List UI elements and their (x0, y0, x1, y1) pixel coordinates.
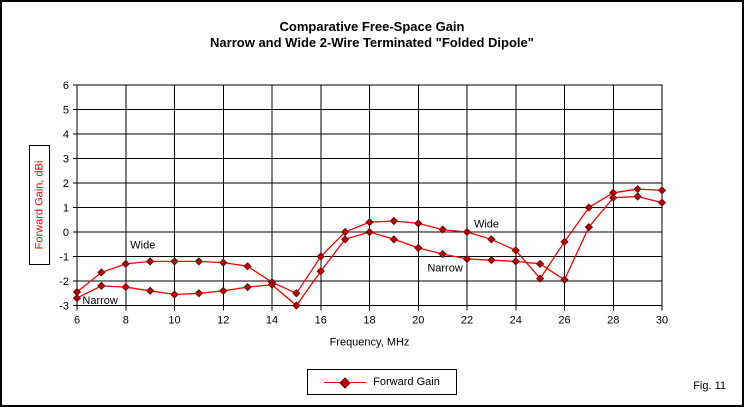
y-axis-title-box: Forward Gain, dBi (29, 145, 50, 265)
svg-text:10: 10 (168, 315, 180, 327)
data-point-marker (584, 222, 593, 232)
x-tick-labels: 6 8 10 12 14 16 18 20 22 24 26 28 30 (74, 315, 668, 327)
data-point-marker (511, 257, 520, 266)
gridlines (76, 84, 663, 306)
data-point-marker (560, 237, 569, 246)
data-point-marker (560, 275, 569, 284)
chart-title-line2: Narrow and Wide 2-Wire Terminated "Folde… (210, 35, 534, 50)
data-point-marker (438, 249, 447, 259)
svg-text:20: 20 (412, 315, 424, 327)
svg-text:-3: -3 (59, 301, 69, 313)
svg-text:5: 5 (63, 105, 69, 117)
data-point-marker (292, 301, 301, 310)
svg-text:26: 26 (558, 315, 570, 327)
data-point-marker (584, 203, 593, 212)
data-point-marker (462, 254, 472, 264)
svg-text:3: 3 (63, 154, 69, 166)
data-point-marker (536, 259, 545, 268)
data-point-marker (97, 268, 106, 277)
svg-text:0: 0 (63, 227, 69, 239)
legend-line-sample (324, 376, 367, 389)
data-point-marker (414, 219, 423, 228)
data-point-marker (389, 216, 398, 226)
data-point-marker (341, 235, 350, 244)
svg-text:6: 6 (74, 315, 80, 327)
curve-label-narrow-3: Narrow (427, 263, 463, 275)
svg-text:28: 28 (607, 315, 619, 327)
data-point-marker (146, 257, 155, 266)
svg-text:4: 4 (63, 129, 69, 141)
data-point-marker (72, 294, 82, 303)
data-point-marker (316, 252, 325, 261)
svg-text:18: 18 (363, 315, 375, 327)
data-point-marker (438, 225, 447, 234)
svg-text:-1: -1 (59, 252, 69, 264)
chart-title: Comparative Free-Space Gain Narrow and W… (2, 19, 742, 51)
data-point-marker (219, 258, 228, 267)
data-point-marker (389, 235, 398, 244)
data-point-marker (267, 280, 277, 289)
data-point-marker (170, 257, 179, 266)
data-point-marker (487, 235, 496, 244)
figure-number: Fig. 11 (693, 380, 726, 392)
data-point-marker (657, 198, 667, 207)
svg-text:8: 8 (123, 315, 129, 327)
data-point-marker (243, 283, 252, 292)
data-point-marker (365, 227, 374, 237)
data-point-marker (170, 290, 179, 299)
data-point-marker (487, 256, 496, 265)
data-point-marker (194, 257, 203, 266)
svg-text:1: 1 (63, 203, 69, 215)
svg-text:24: 24 (510, 315, 522, 327)
legend-diamond-marker-icon (339, 376, 351, 389)
data-point-marker (121, 283, 130, 292)
data-point-marker (219, 286, 228, 295)
y-tick-labels: 6 5 4 3 2 1 0 -1 -2 -3 (59, 80, 69, 313)
data-point-marker (365, 218, 374, 227)
svg-text:-2: -2 (59, 276, 69, 288)
data-point-marker (194, 289, 203, 298)
data-point-marker (414, 243, 423, 253)
curve-label-wide-2: Wide (474, 218, 499, 230)
series-narrow-markers (72, 192, 667, 310)
legend: Forward Gain (307, 369, 457, 395)
data-point-marker (633, 192, 642, 201)
svg-text:2: 2 (63, 178, 69, 190)
data-point-marker (146, 286, 155, 295)
curve-label-narrow-1: Narrow (82, 295, 118, 307)
data-point-marker (511, 246, 520, 255)
axes (73, 84, 663, 311)
data-point-marker (657, 186, 667, 195)
svg-text:30: 30 (656, 315, 668, 327)
svg-text:12: 12 (217, 315, 229, 327)
data-point-marker (292, 289, 301, 298)
chart-title-line1: Comparative Free-Space Gain (279, 19, 465, 34)
data-point-marker (121, 259, 130, 268)
svg-text:14: 14 (266, 315, 278, 327)
data-point-marker (536, 274, 545, 283)
data-point-marker (633, 185, 642, 194)
legend-entry: Forward Gain (373, 376, 440, 388)
svg-text:22: 22 (461, 315, 473, 327)
x-axis-title: Frequency, MHz (330, 337, 410, 349)
y-axis-title: Forward Gain, dBi (33, 160, 46, 250)
data-point-marker (462, 227, 472, 237)
data-point-marker (243, 262, 252, 271)
data-point-marker (316, 267, 325, 276)
svg-text:6: 6 (63, 80, 69, 92)
data-point-marker (609, 193, 618, 202)
svg-text:16: 16 (315, 315, 327, 327)
curve-label-wide-0: Wide (130, 239, 155, 251)
data-point-marker (97, 281, 106, 291)
